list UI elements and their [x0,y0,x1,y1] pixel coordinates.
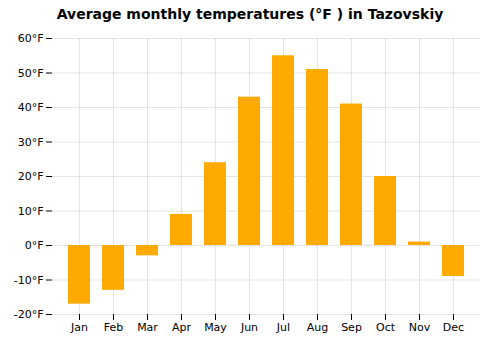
svg-text:Oct: Oct [376,321,396,334]
svg-text:May: May [204,321,227,334]
svg-text:30°F: 30°F [18,136,44,149]
svg-text:Jan: Jan [70,321,88,334]
svg-text:Mar: Mar [137,321,158,334]
svg-text:Jul: Jul [276,321,290,334]
svg-text:Nov: Nov [409,321,431,334]
svg-text:Feb: Feb [104,321,123,334]
svg-text:Aug: Aug [307,321,328,334]
svg-text:60°F: 60°F [18,32,44,45]
svg-text:10°F: 10°F [18,205,44,218]
svg-text:Apr: Apr [172,321,192,334]
html-text:Average monthly temperatures (: Average monthly temperatures (°F ) in Ta… [56,6,444,22]
svg-text:-10°F: -10°F [14,274,44,287]
svg-text:Dec: Dec [443,321,464,334]
svg-text:0°F: 0°F [25,239,44,252]
svg-text:20°F: 20°F [18,170,44,183]
svg-text:50°F: 50°F [18,67,44,80]
svg-text:40°F: 40°F [18,101,44,114]
svg-text:-20°F: -20°F [14,308,44,321]
svg-text:Jun: Jun [240,321,258,334]
svg-text:Sep: Sep [341,321,362,334]
